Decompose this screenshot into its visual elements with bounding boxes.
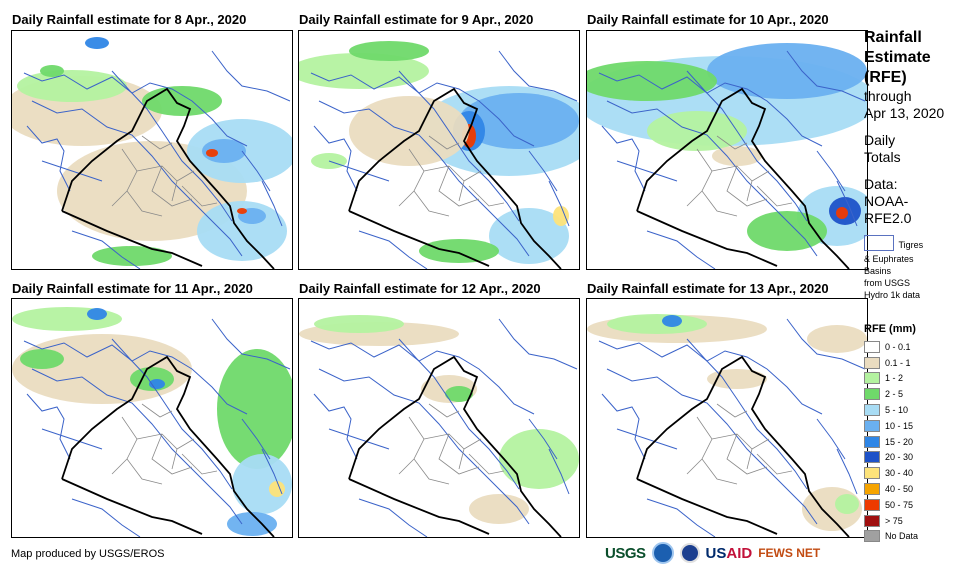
legend-swatch (864, 451, 880, 464)
legend-label: 40 - 50 (885, 484, 914, 495)
legend-row: No Data (864, 529, 964, 545)
legend-row: 0.1 - 1 (864, 355, 964, 371)
legend-row: 1 - 2 (864, 371, 964, 387)
data-label: Data: (864, 176, 898, 192)
basin-text-4: from USGS (864, 278, 911, 288)
panel-title-apr-9: Daily Rainfall estimate for 9 Apr., 2020 (299, 12, 534, 27)
sidebar-info: Rainfall Estimate (RFE) through Apr 13, … (864, 28, 964, 544)
legend-label: 15 - 20 (885, 436, 914, 447)
legend-swatch (864, 372, 880, 385)
legend-swatch (864, 356, 880, 369)
legend-swatch (864, 530, 880, 543)
legend-label: 20 - 30 (885, 452, 914, 463)
legend-swatch (864, 514, 880, 527)
legend-swatch (864, 419, 880, 432)
totals-label: Totals (864, 149, 901, 165)
panel-title-apr-11: Daily Rainfall estimate for 11 Apr., 202… (12, 281, 253, 296)
legend-row: 10 - 15 (864, 418, 964, 434)
basin-text-3: Basins (864, 266, 892, 276)
rainfall-map-apr-12 (298, 298, 580, 538)
map-canvas (587, 314, 867, 537)
legend-row: 20 - 30 (864, 450, 964, 466)
legend-label: 50 - 75 (885, 499, 914, 510)
map-canvas (299, 41, 579, 269)
legend-label: 0.1 - 1 (885, 357, 911, 368)
basin-text-5: Hydro 1k data (864, 290, 921, 300)
legend-label: 1 - 2 (885, 373, 904, 384)
map-canvas (587, 43, 867, 269)
basin-legend: Tigres & Euphrates Basins from USGS Hydr… (864, 235, 964, 301)
map-canvas (12, 307, 292, 537)
legend-label: No Data (885, 531, 919, 542)
legend-title: RFE (mm) (864, 323, 916, 335)
legend-row: 5 - 10 (864, 402, 964, 418)
basin-text-2: & Euphrates (864, 254, 914, 264)
usaid-us: US (705, 544, 727, 562)
legend-swatch (864, 340, 880, 353)
logo-strip: USGS USAID FEWS NET (605, 542, 820, 564)
legend-label: 0 - 0.1 (885, 341, 911, 352)
panel-title-apr-12: Daily Rainfall estimate for 12 Apr., 202… (299, 281, 541, 296)
legend-swatch (864, 467, 880, 480)
legend-swatch (864, 483, 880, 496)
through-label: through (864, 88, 912, 104)
legend-label: 2 - 5 (885, 389, 904, 400)
noaa-logo (651, 542, 674, 564)
fews-net-logo: FEWS NET (758, 546, 821, 560)
legend-swatch (864, 388, 880, 401)
daily-label: Daily (864, 132, 896, 148)
usaid-aid: AID (726, 544, 753, 562)
panel-title-apr-13: Daily Rainfall estimate for 13 Apr., 202… (587, 281, 829, 296)
data-source-2: RFE2.0 (864, 210, 912, 226)
panel-title-apr-8: Daily Rainfall estimate for 8 Apr., 2020 (12, 12, 247, 27)
legend-row: 50 - 75 (864, 497, 964, 513)
rfe-title-line-1: Rainfall (864, 29, 922, 46)
usaid-logo: USAID (706, 545, 753, 562)
basin-outline-swatch (864, 235, 894, 251)
rainfall-map-apr-9 (298, 30, 580, 270)
basin-text-1: Tigres (898, 240, 924, 250)
panel-title-apr-10: Daily Rainfall estimate for 10 Apr., 202… (587, 12, 829, 27)
legend-label: 5 - 10 (885, 405, 909, 416)
rfe-title-line-3: (RFE) (864, 69, 907, 86)
legend-label: 10 - 15 (885, 420, 914, 431)
legend-row: 40 - 50 (864, 481, 964, 497)
legend-row: 2 - 5 (864, 386, 964, 402)
legend-swatch (864, 435, 880, 448)
rainfall-map-apr-10 (586, 30, 868, 270)
data-source-1: NOAA- (864, 193, 909, 209)
legend-label: 30 - 40 (885, 468, 914, 479)
rainfall-map-apr-13 (586, 298, 868, 538)
map-credit: Map produced by USGS/EROS (11, 548, 165, 560)
rainfall-map-apr-11 (11, 298, 293, 538)
legend-row: 30 - 40 (864, 465, 964, 481)
map-canvas (12, 37, 292, 269)
legend-row: 0 - 0.1 (864, 339, 964, 355)
end-date: Apr 13, 2020 (864, 105, 945, 121)
rfe-legend: 0 - 0.1 0.1 - 1 1 - 2 2 - 5 5 - 10 10 - 15 15 … (864, 339, 964, 544)
legend-row: > 75 (864, 513, 964, 529)
rfe-title-line-2: Estimate (864, 49, 931, 66)
usgs-logo: USGS (605, 544, 646, 562)
legend-row: 15 - 20 (864, 434, 964, 450)
legend-swatch (864, 404, 880, 417)
doi-seal-logo (679, 543, 700, 563)
map-canvas (299, 315, 579, 537)
rainfall-map-apr-8 (11, 30, 293, 270)
legend-swatch (864, 498, 880, 511)
legend-label: > 75 (885, 515, 903, 526)
